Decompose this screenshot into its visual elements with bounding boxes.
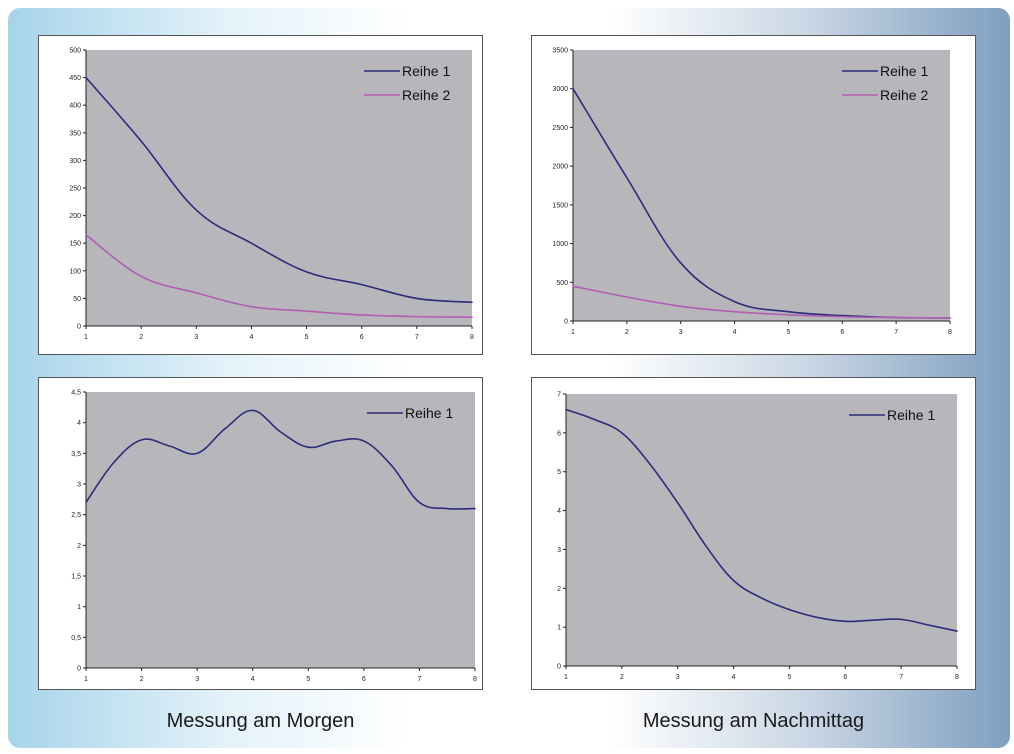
y-tick-label: 2 [557,586,561,593]
y-tick-label: 3 [557,547,561,554]
x-tick-label: 8 [948,329,952,336]
series-line-1 [565,408,958,632]
y-tick-label: 1 [77,604,81,611]
y-tick-label: 350 [69,130,81,137]
y-tick-label: 0,5 [71,635,81,642]
y-tick-label: 1 [557,625,561,632]
y-tick-label: 7 [557,392,561,399]
x-tick-label: 4 [251,676,255,683]
y-tick-label: 6 [557,430,561,437]
y-tick-label: 1000 [552,241,568,248]
y-tick-label: 0 [77,324,81,331]
x-tick-label: 3 [679,329,683,336]
y-tick-label: 4 [557,508,561,515]
x-tick-label: 1 [84,676,88,683]
series-line-2 [85,234,473,318]
x-tick-label: 6 [362,676,366,683]
x-tick-label: 7 [899,674,903,681]
y-tick-label: 0 [564,319,568,326]
x-tick-label: 4 [733,329,737,336]
x-tick-label: 5 [306,676,310,683]
plot-area [86,392,475,668]
y-tick-label: 0 [77,666,81,673]
y-tick-label: 1500 [552,202,568,209]
y-tick-label: 450 [69,75,81,82]
x-tick-label: 6 [360,334,364,341]
y-tick-label: 2 [77,543,81,550]
x-tick-label: 2 [140,676,144,683]
x-tick-label: 4 [249,334,253,341]
caption-morning: Messung am Morgen [166,710,355,732]
x-tick-label: 6 [840,329,844,336]
x-tick-label: 8 [473,676,477,683]
plot-area [566,394,957,666]
y-tick-label: 4,5 [71,390,81,397]
chart-afternoon-series-1: 0 1 2 3 4 5 6 7 1 2 3 4 5 6 7 8 Reihe 1 [531,377,976,690]
legend-label: Reihe 1 [880,63,928,79]
x-tick-label: 1 [564,674,568,681]
series-line-2 [572,285,951,319]
x-tick-label: 6 [843,674,847,681]
y-tick-label: 500 [556,280,568,287]
y-tick-label: 3 [77,482,81,489]
y-tick-label: 5 [557,469,561,476]
x-tick-label: 7 [894,329,898,336]
y-tick-label: 500 [69,48,81,55]
legend-label: Reihe 2 [402,87,450,103]
x-tick-label: 2 [620,674,624,681]
chart-svg: 0 0,5 1 1,5 2 2,5 3 3,5 4 4,5 1 2 3 4 5 6 7 8 Reihe 1 [71,390,477,684]
x-tick-label: 3 [676,674,680,681]
x-tick-label: 7 [417,676,421,683]
legend-label: Reihe 1 [405,405,453,421]
legend-label: Reihe 1 [887,407,935,423]
chart-morning-series-1-2: 0 50 100 150 200 250 300 350 400 450 500 1 2 3 4 5 6 7 8 Re… [38,35,483,355]
y-tick-label: 50 [73,296,81,303]
caption-afternoon: Messung am Nachmittag [642,710,865,732]
x-tick-label: 2 [625,329,629,336]
chart-svg: 0 50 100 150 200 250 300 350 400 450 500 1 2 3 4 5 6 7 8 Re… [69,48,474,342]
y-tick-label: 3000 [552,86,568,93]
x-tick-label: 5 [787,674,791,681]
x-tick-label: 3 [194,334,198,341]
y-tick-label: 200 [69,213,81,220]
x-tick-label: 5 [786,329,790,336]
x-tick-label: 7 [415,334,419,341]
y-tick-label: 3,5 [71,451,81,458]
chart-morning-series-1: 0 0,5 1 1,5 2 2,5 3 3,5 4 4,5 1 2 3 4 5 6 7 8 Reihe 1 [38,377,483,690]
x-tick-label: 1 [84,334,88,341]
x-tick-label: 3 [195,676,199,683]
y-tick-label: 2000 [552,164,568,171]
y-tick-label: 150 [69,241,81,248]
y-tick-label: 0 [557,664,561,671]
x-tick-label: 4 [732,674,736,681]
plot-area [573,50,950,321]
x-tick-label: 5 [305,334,309,341]
legend-label: Reihe 1 [402,63,450,79]
x-tick-label: 8 [470,334,474,341]
y-tick-label: 4 [77,420,81,427]
y-tick-label: 300 [69,158,81,165]
y-tick-label: 250 [69,186,81,193]
y-tick-label: 1,5 [71,574,81,581]
chart-afternoon-series-1-2: 0 500 1000 1500 2000 2500 3000 3500 1 2 3 4 5 6 7 8 Reih… [531,35,976,355]
y-tick-label: 3500 [552,48,568,55]
y-tick-label: 2,5 [71,512,81,519]
x-tick-label: 2 [139,334,143,341]
x-tick-label: 1 [571,329,575,336]
y-tick-label: 2500 [552,125,568,132]
chart-svg: 0 500 1000 1500 2000 2500 3000 3500 1 2 3 4 5 6 7 8 Reih… [552,48,952,337]
y-tick-label: 400 [69,103,81,110]
series-line-1 [85,76,473,304]
x-tick-label: 8 [955,674,959,681]
legend-label: Reihe 2 [880,87,928,103]
y-tick-label: 100 [69,268,81,275]
series-line-1 [85,409,476,510]
